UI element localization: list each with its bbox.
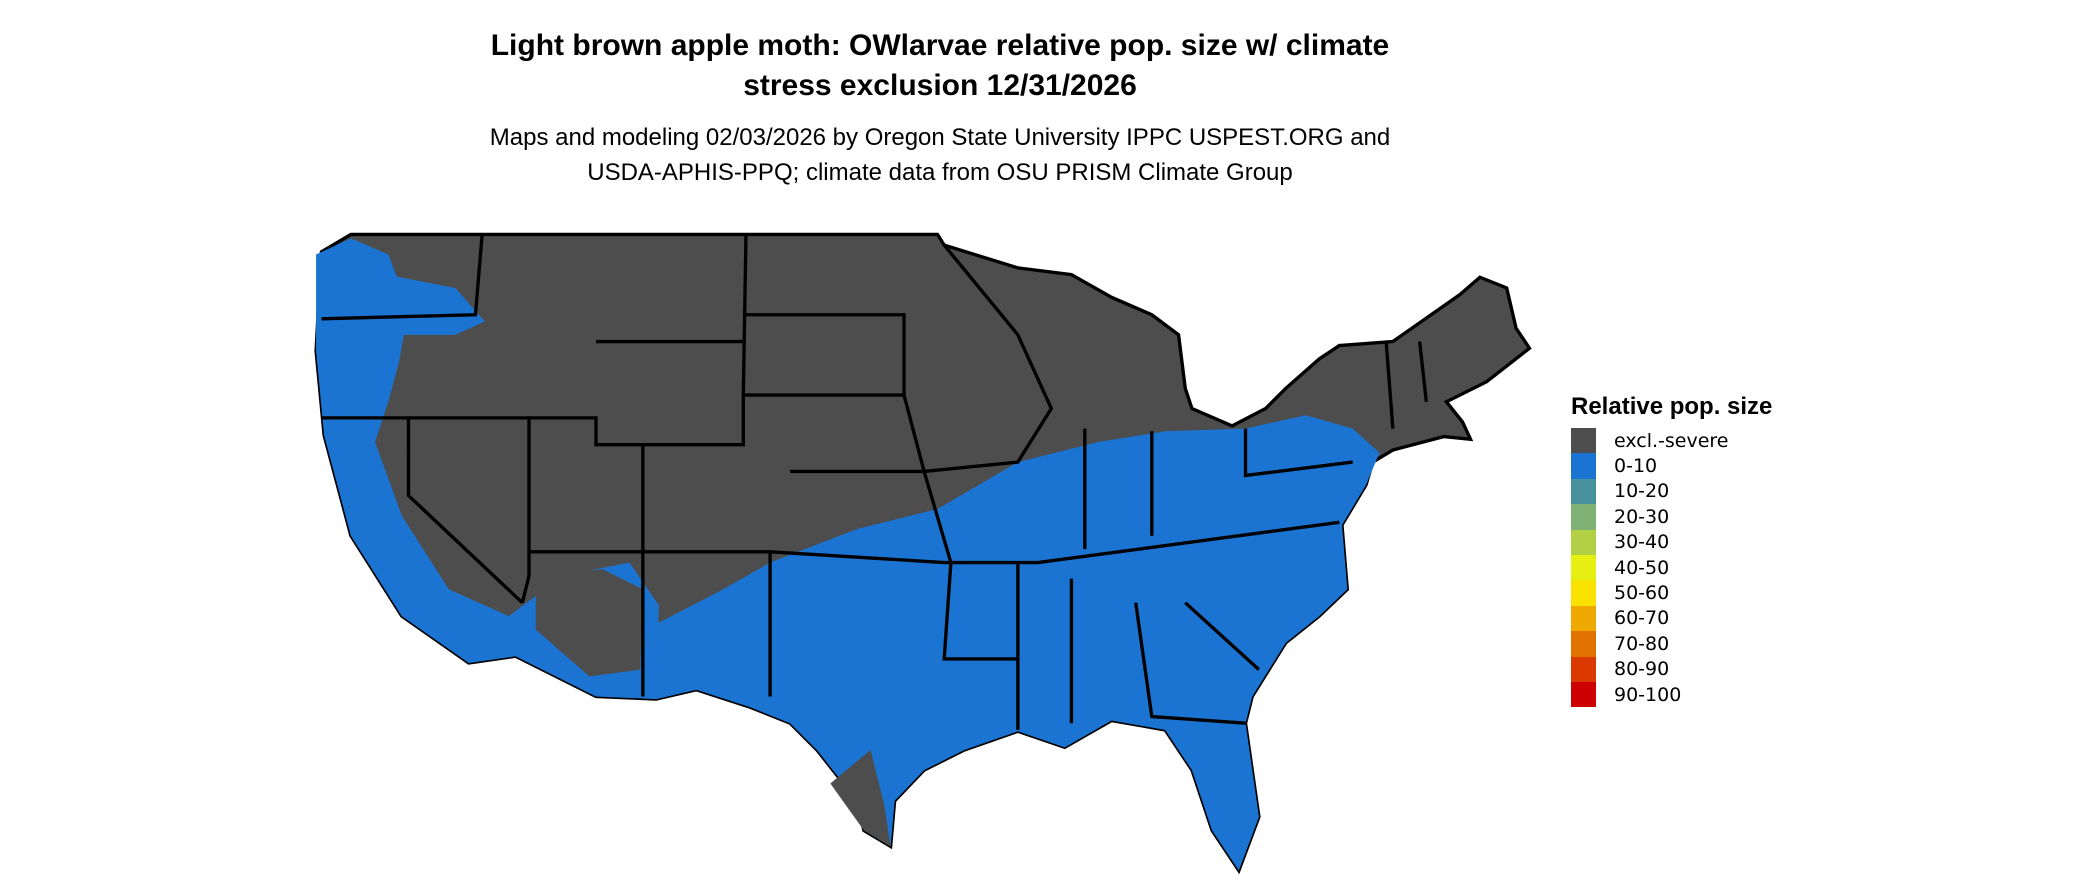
- legend-item: 50-60: [1571, 580, 1772, 606]
- title-line-2: stress exclusion 12/31/2026: [743, 69, 1137, 102]
- legend-label: 10-20: [1614, 480, 1670, 503]
- legend-swatch: [1571, 681, 1596, 708]
- title-line-1: Light brown apple moth: OWlarvae relativ…: [490, 29, 1390, 62]
- state-borders: [321, 234, 1429, 730]
- legend-label: 20-30: [1614, 505, 1670, 528]
- map-subtitle: Maps and modeling 02/03/2026 by Oregon S…: [300, 120, 1580, 190]
- legend-label: 60-70: [1614, 607, 1670, 630]
- legend-swatch: [1571, 656, 1596, 682]
- legend-label: 90-100: [1614, 683, 1682, 706]
- legend-item: 30-40: [1571, 529, 1772, 555]
- legend-item: 80-90: [1571, 656, 1772, 682]
- southwest-excluded-patch: [535, 569, 643, 677]
- legend-item: 0-10: [1571, 453, 1772, 479]
- south-low-pop-area: [645, 415, 1380, 871]
- legend-label: 80-90: [1614, 658, 1670, 681]
- subtitle-line-1: Maps and modeling 02/03/2026 by Oregon S…: [489, 124, 1391, 151]
- legend-items: excl.-severe 0-10 10-20 20-30 30-40 40-50 50-6…: [1571, 428, 1772, 708]
- legend-item: 90-100: [1571, 681, 1772, 708]
- legend-label: 40-50: [1614, 556, 1670, 579]
- legend-item: 10-20: [1571, 478, 1772, 505]
- legend-item: 60-70: [1571, 605, 1772, 632]
- legend-swatch: [1571, 631, 1596, 657]
- legend: Relative pop. size excl.-severe 0-10 10-20…: [1571, 392, 1773, 708]
- legend-label: 30-40: [1614, 531, 1670, 554]
- legend-swatch: [1571, 504, 1596, 530]
- legend-swatch: [1571, 453, 1596, 479]
- legend-swatch: [1571, 529, 1596, 555]
- legend-item: excl.-severe: [1571, 428, 1772, 454]
- legend-label: excl.-severe: [1614, 429, 1729, 452]
- legend-swatch: [1571, 428, 1596, 454]
- california-excluded-patch: [401, 428, 483, 590]
- legend-label: 70-80: [1614, 632, 1670, 655]
- texas-excluded-patch: [830, 750, 891, 847]
- legend-item: 40-50: [1571, 554, 1772, 581]
- legend-swatch: [1571, 554, 1596, 581]
- legend-title: Relative pop. size: [1571, 393, 1773, 420]
- map-title: Light brown apple moth: OWlarvae relativ…: [300, 26, 1580, 106]
- legend-label: 50-60: [1614, 582, 1670, 605]
- legend-swatch: [1571, 580, 1596, 606]
- legend-swatch: [1571, 605, 1596, 632]
- legend-item: 70-80: [1571, 631, 1772, 657]
- legend-item: 20-30: [1571, 504, 1772, 530]
- legend-swatch: [1571, 478, 1596, 505]
- legend-label: 0-10: [1614, 455, 1658, 478]
- subtitle-line-2: USDA-APHIS-PPQ; climate data from OSU PR…: [587, 159, 1293, 186]
